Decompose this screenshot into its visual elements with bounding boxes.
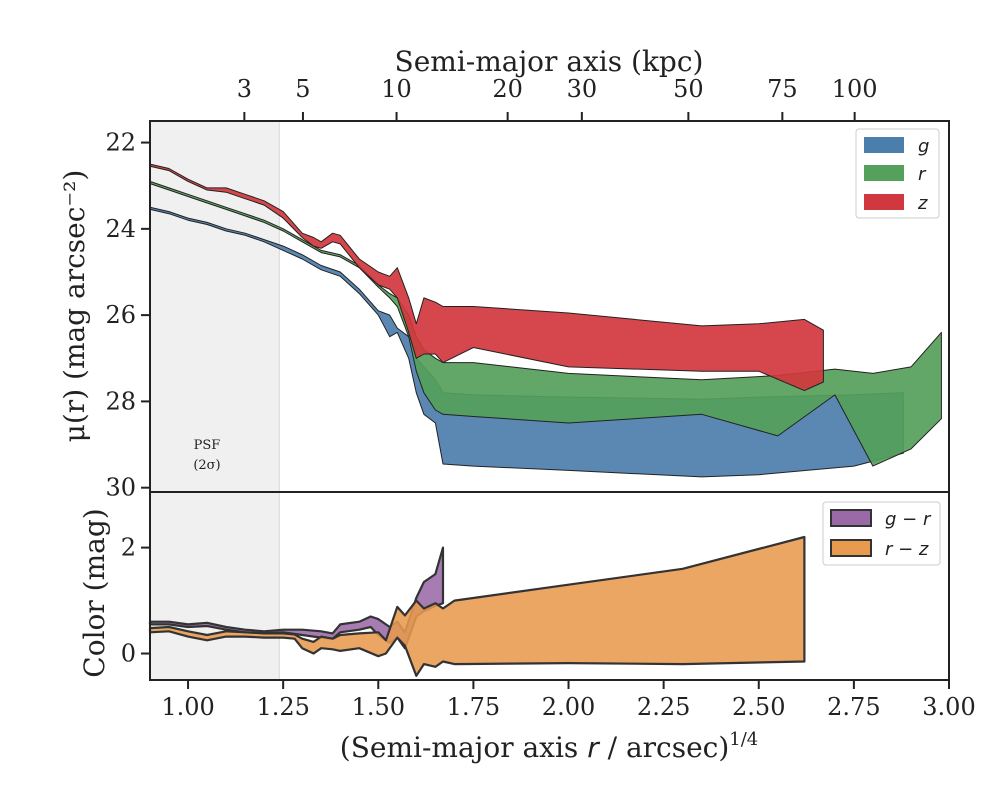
x-label-sup: 1/4 (729, 729, 758, 750)
legend-label-r: r (918, 164, 927, 185)
y-tick-label: 28 (105, 387, 136, 415)
x-top-tick-label: 50 (673, 75, 704, 103)
x-tick-label: 1.75 (447, 693, 500, 721)
legend-swatch-g-r (830, 509, 872, 527)
x-label-var: r (587, 731, 600, 764)
top-series-group (149, 163, 942, 478)
legend-label-g: g (918, 136, 929, 157)
y-tick-label: 22 (105, 129, 136, 157)
series-band-z (149, 163, 824, 392)
bottom-legend: g − r r − z (822, 501, 941, 566)
x-top-tick-label: 10 (381, 75, 412, 103)
legend-label-z: z (917, 193, 928, 214)
bottom-plot-frame (149, 491, 950, 681)
series-band-r (149, 180, 942, 467)
x-tick-label: 1.25 (256, 693, 309, 721)
legend-swatch-r (864, 165, 904, 181)
bottom-x-ticks: 1.00 1.25 1.50 1.75 2.00 2.25 2.50 2.75 3.00 (161, 680, 976, 721)
top-y-ticks: 22 24 26 28 30 (105, 129, 150, 502)
x-tick-label: 2.50 (732, 693, 785, 721)
psf-label-line1: PSF (194, 438, 221, 453)
top-legend: g r z (855, 128, 940, 219)
x-tick-label: 2.75 (827, 693, 880, 721)
legend-label-r-z: r − z (885, 539, 929, 560)
series-band-rz (148, 535, 806, 677)
x-tick-label: 3.00 (922, 693, 975, 721)
y-tick-label: 0 (121, 640, 136, 668)
x-top-tick-label: 5 (295, 75, 310, 103)
x-label-tail: / arcsec) (599, 731, 730, 764)
y-tick-label: 30 (105, 474, 136, 502)
top-x-ticks: 3 5 10 20 30 50 75 100 (237, 75, 878, 121)
y-tick-label: 26 (105, 301, 136, 329)
x-tick-label: 1.50 (352, 693, 405, 721)
legend-label-g-r: g − r (885, 509, 932, 530)
x-top-tick-label: 100 (832, 75, 878, 103)
top-y-axis-label: μ(r) (mag arcsec⁻²) (58, 170, 91, 443)
psf-label-line2: (2σ) (193, 458, 220, 473)
x-top-tick-label: 75 (767, 75, 798, 103)
top-panel: PSF (2σ) 22 24 26 28 30 3 5 10 20 30 50 75 100 μ(r)… (58, 45, 950, 502)
legend-swatch-g (864, 137, 904, 153)
bottom-x-axis-label: (Semi-major axis r / arcsec)1/4 (340, 729, 758, 764)
bottom-y-ticks: 02 (121, 534, 150, 668)
legend-swatch-r-z (830, 539, 872, 557)
psf-shaded-region (150, 121, 280, 492)
y-tick-label: 24 (105, 215, 136, 243)
x-top-tick-label: 20 (492, 75, 523, 103)
bottom-panel: 02 1.00 1.25 1.50 1.75 2.00 2.25 2.50 2.75 3.00 … (78, 491, 976, 764)
x-tick-label: 2.00 (542, 693, 595, 721)
bottom-series-group (148, 535, 806, 677)
x-label-main: (Semi-major axis (340, 731, 587, 764)
x-tick-label: 2.25 (637, 693, 690, 721)
legend-swatch-z (864, 194, 904, 210)
x-top-tick-label: 30 (567, 75, 598, 103)
bottom-y-axis-label: Color (mag) (78, 508, 111, 677)
psf-shaded-region-bottom (150, 492, 280, 680)
x-top-tick-label: 3 (237, 75, 252, 103)
x-tick-label: 1.00 (161, 693, 214, 721)
y-tick-label: 2 (121, 534, 136, 562)
top-x-axis-label: Semi-major axis (kpc) (395, 45, 704, 78)
